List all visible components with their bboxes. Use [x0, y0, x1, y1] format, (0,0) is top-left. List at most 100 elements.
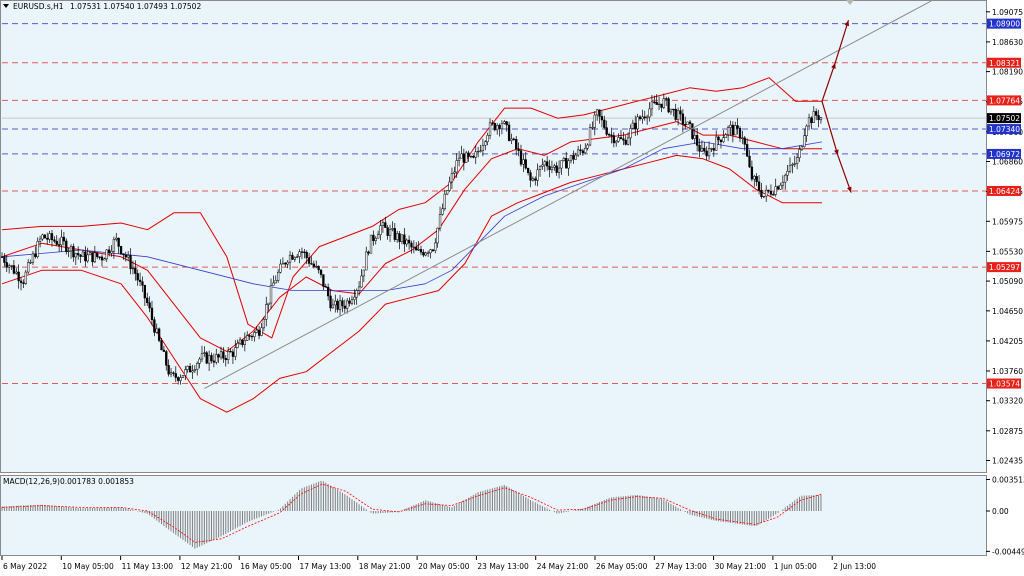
macd-values: 0.001783 0.001853: [60, 477, 134, 486]
candle-body: [391, 228, 394, 230]
candle-body: [167, 365, 170, 375]
current-price-tag: [987, 113, 1021, 124]
candle-body: [326, 286, 330, 297]
time-tick-label: 23 May 13:00: [477, 562, 529, 571]
candle-body: [141, 281, 144, 286]
candle-body: [155, 328, 158, 333]
candle-body: [634, 122, 637, 130]
candle-body: [217, 354, 220, 358]
candle-body: [231, 351, 235, 357]
time-tick-label: 6 May 2022: [3, 562, 47, 571]
candle-body: [207, 355, 211, 364]
candle-body: [717, 136, 720, 141]
candle-body: [367, 251, 370, 254]
level-price-tag: [987, 18, 1021, 29]
candle-body: [350, 299, 354, 304]
time-tick-label: 18 May 21:00: [359, 562, 411, 571]
candle-body: [662, 98, 665, 108]
candle-body: [303, 251, 306, 253]
candle-body: [31, 253, 35, 263]
level-price-label: 1.05297: [989, 263, 1020, 272]
level-price-tag: [987, 57, 1021, 68]
candle-body: [631, 122, 635, 129]
candle-body: [769, 190, 773, 195]
candle-body: [248, 335, 251, 337]
candle-body: [374, 237, 377, 241]
candle-body: [243, 340, 246, 345]
candle-body: [600, 116, 604, 121]
candle-body: [215, 354, 218, 363]
candle-body: [315, 265, 318, 268]
candle-body: [493, 123, 496, 131]
price-tick-label: 1.05975: [992, 217, 1023, 226]
macd-name: MACD(12,26,9): [3, 477, 60, 486]
candle-body: [212, 360, 216, 363]
candle-body: [731, 124, 735, 136]
candle-body: [655, 101, 658, 105]
arrow-head-icon: [831, 62, 836, 69]
candle-body: [165, 351, 168, 366]
candle-body: [536, 169, 539, 181]
candle-body: [331, 304, 335, 309]
candle-body: [334, 300, 337, 306]
collapse-triangle-icon[interactable]: [3, 4, 9, 8]
candle-body: [29, 262, 32, 264]
candle-body: [588, 127, 592, 146]
scroll-marker-icon[interactable]: [846, 0, 854, 5]
time-tick-label: 27 May 13:00: [655, 562, 707, 571]
candle-body: [450, 173, 454, 183]
candle-body: [298, 251, 301, 257]
candle-body: [412, 246, 416, 249]
candle-body: [222, 351, 225, 359]
candle-body: [812, 111, 815, 123]
candle-body: [400, 234, 404, 242]
macd-signal-line: [1, 483, 823, 543]
level-price-label: 1.07340: [989, 125, 1020, 134]
candle-body: [81, 251, 85, 257]
candle-body: [503, 121, 506, 124]
candle-body: [676, 110, 680, 120]
candle-body: [522, 159, 525, 165]
candle-body: [336, 300, 339, 310]
candle-body: [48, 233, 51, 240]
candle-body: [443, 193, 446, 210]
candle-body: [555, 165, 558, 173]
candle-body: [396, 233, 399, 240]
candle-body: [246, 335, 249, 341]
candle-body: [360, 275, 363, 288]
candle-body: [500, 123, 504, 130]
candle-body: [150, 307, 154, 320]
candle-body: [107, 249, 111, 254]
symbol-name: EURUSD.s,H1: [13, 2, 64, 11]
candle-body: [684, 124, 687, 126]
candle-body: [626, 137, 630, 145]
candle-body: [584, 147, 587, 153]
candle-body: [253, 332, 256, 338]
candle-body: [538, 166, 542, 171]
candle-body: [305, 252, 308, 259]
candle-body: [105, 249, 108, 260]
candle-body: [529, 172, 532, 181]
candle-body: [753, 176, 756, 180]
candle-body: [117, 237, 120, 247]
candle-body: [703, 147, 706, 152]
candle-body: [86, 254, 89, 262]
candle-body: [641, 116, 644, 120]
candle-body: [479, 150, 482, 152]
candle-body: [115, 237, 118, 240]
macd-header: MACD(12,26,9) 0.001783 0.001853: [3, 477, 134, 486]
candle-body: [84, 251, 87, 262]
candle-body: [127, 255, 130, 258]
candle-body: [786, 170, 789, 176]
candle-body: [203, 352, 206, 354]
forecast-arrow: [821, 62, 836, 102]
candle-body: [653, 101, 656, 103]
candle-body: [434, 242, 437, 251]
candle-body: [229, 350, 232, 353]
candle-body: [72, 246, 75, 258]
level-price-tag: [987, 185, 1021, 196]
bollinger-upper-line: [1, 77, 822, 339]
candle-body: [460, 153, 463, 159]
